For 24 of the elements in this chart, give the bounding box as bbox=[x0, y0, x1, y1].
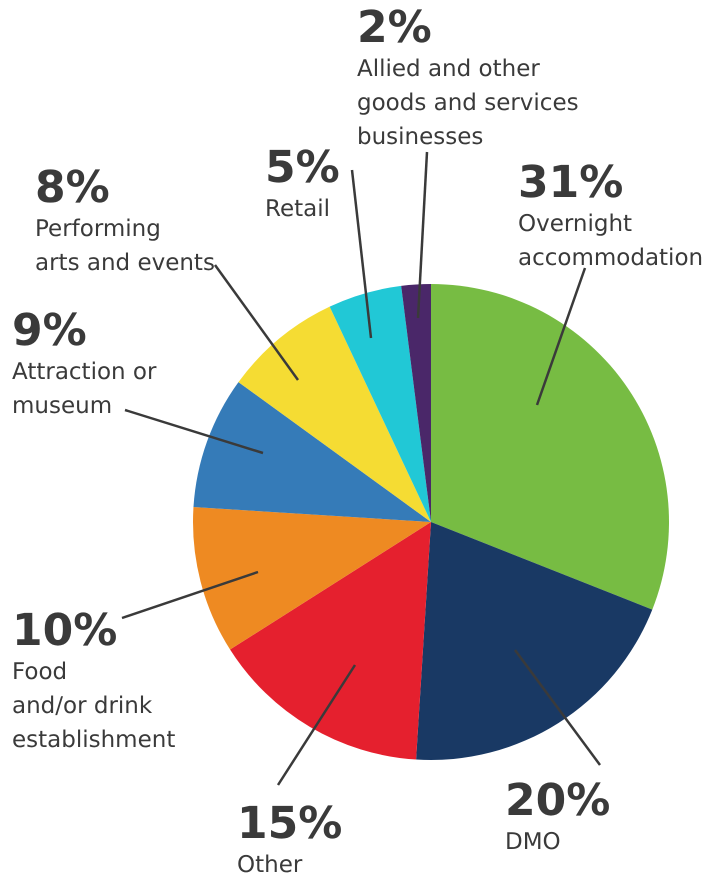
data-label: 2% bbox=[357, 2, 432, 53]
pie-slice bbox=[238, 306, 431, 522]
pie-slice bbox=[230, 522, 431, 760]
data-label: 31% bbox=[518, 157, 624, 208]
data-label: 10% bbox=[12, 605, 118, 656]
data-label: 5% bbox=[265, 142, 340, 193]
pie-slice bbox=[330, 286, 431, 522]
data-label: 20% bbox=[505, 775, 610, 826]
slice-label: Other bbox=[237, 852, 303, 878]
data-label: 15% bbox=[237, 798, 342, 849]
pie-slice bbox=[416, 522, 652, 760]
pie-slice bbox=[431, 284, 669, 610]
slice-label: Allied and other goods and services businesses bbox=[357, 56, 579, 150]
data-label: 8% bbox=[35, 162, 110, 213]
slice-label: DMO bbox=[505, 829, 561, 855]
pie-slice bbox=[193, 507, 431, 650]
slice-label: Retail bbox=[265, 196, 330, 222]
slice-label: Food and/or drink establishment bbox=[12, 659, 176, 753]
slice-label: Overnight accommodation bbox=[518, 211, 704, 271]
data-label: 9% bbox=[12, 305, 87, 356]
pie-slice bbox=[193, 382, 431, 522]
slice-label: Attraction or museum bbox=[12, 359, 157, 419]
slice-label: Performing arts and events bbox=[35, 216, 215, 276]
pie-slice bbox=[401, 284, 431, 522]
